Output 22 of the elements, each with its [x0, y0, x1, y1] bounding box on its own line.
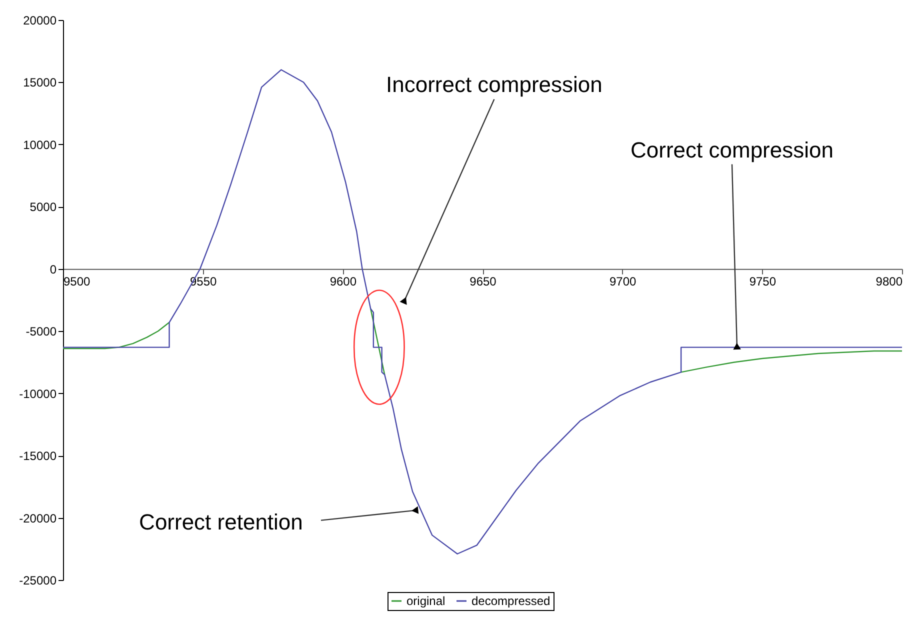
y-tick-label: -10000 — [19, 386, 57, 401]
y-tick-label: 10000 — [23, 138, 57, 152]
y-tick-label: -25000 — [19, 574, 57, 588]
y-tick-label: 0 — [50, 262, 57, 276]
y-tick-label: -5000 — [26, 324, 57, 339]
y-tick-label: -15000 — [19, 449, 57, 464]
x-tick-label: 9500 — [64, 274, 91, 288]
y-tick-label: 5000 — [30, 200, 57, 214]
y-tick-label: 20000 — [23, 14, 57, 28]
legend-label: original — [406, 594, 446, 608]
y-tick-label: -20000 — [19, 511, 57, 526]
x-tick-label: 9600 — [330, 274, 357, 288]
x-tick-label: 9650 — [470, 274, 497, 288]
x-tick-label: 9800 — [876, 274, 903, 288]
annotation: Correct compression — [630, 137, 834, 162]
annotation: Correct retention — [139, 509, 303, 534]
line-series — [62, 69, 903, 554]
x-tick-label: 9700 — [609, 274, 637, 288]
annotation: Incorrect compression — [386, 72, 602, 98]
x-tick-label: 9750 — [749, 274, 776, 288]
legend-label: decompressed — [472, 594, 550, 608]
y-tick-label: 15000 — [23, 76, 57, 90]
